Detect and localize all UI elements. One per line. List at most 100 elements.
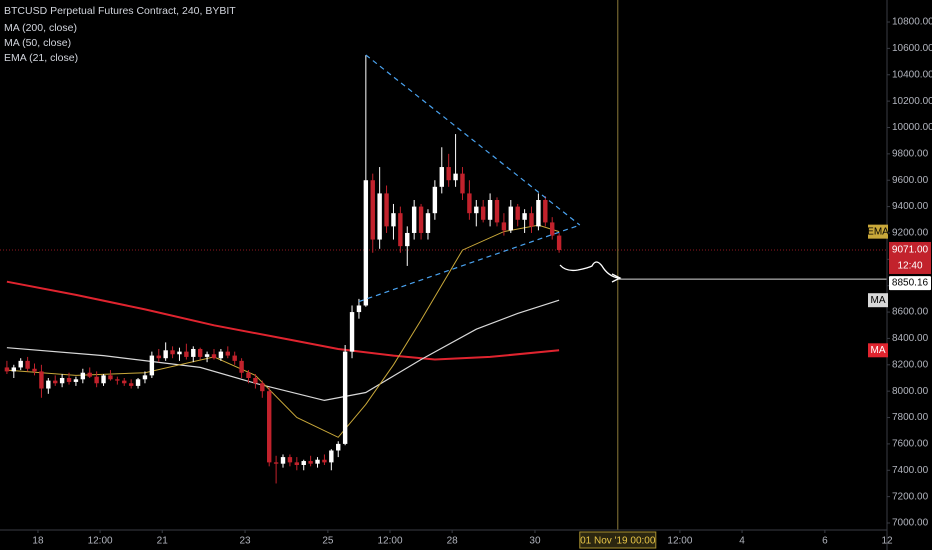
candle-body [287,457,293,463]
candle-body [536,200,541,227]
candle-body [273,462,279,464]
candle-body [467,193,472,214]
chart-title: BTCUSD Perpetual Futures Contract, 240, … [4,5,236,17]
candle-body [487,200,493,220]
candle-body [418,206,424,233]
candle-body [315,459,320,464]
ma-tag-label: EMA [867,226,889,237]
candle-body [59,377,65,384]
y-tick-label: 9800.00 [892,148,929,159]
candle-body [260,383,265,392]
candle-body [267,391,272,463]
x-tick-label: 30 [529,536,541,547]
x-tick-label: 12:00 [667,536,692,547]
candle-body [18,360,23,368]
candle-body [439,167,444,187]
candle-body [432,186,438,214]
y-tick-label: 10200.00 [892,96,932,107]
y-tick-label: 8600.00 [892,307,929,318]
legend-entry: EMA (21, close) [4,52,78,64]
x-tick-label: 25 [322,536,334,547]
arrow-head [611,273,622,283]
x-tick-label: 6 [822,536,828,547]
candle-body [543,200,548,223]
candle-body [156,355,161,359]
x-tick-label: 4 [739,536,745,547]
candle-body [122,380,127,384]
plot-area [0,0,887,530]
countdown-label: 12:40 [897,261,922,272]
candle-body [170,350,175,355]
candle-body [218,351,224,359]
candle-body [515,206,520,220]
candle-body [460,173,465,194]
candle-body [308,461,313,464]
candle-body [25,360,30,369]
ma-tag-label: MA [871,345,886,356]
candle-body [232,355,237,361]
last-price-label: 9071.00 [892,245,929,256]
ma-line [6,224,560,438]
candle-body [108,375,113,380]
ma-tag-box [868,343,888,358]
y-tick-label: 10000.00 [892,122,932,133]
x-tick-label: 12 [881,536,893,547]
candle-body [4,367,10,372]
crosshair-price-label: 8850.16 [892,278,929,289]
crosshair-time-label: 01 Nov '19 00:00 [580,536,656,547]
candle-body [405,232,410,247]
candle-body [474,206,479,214]
y-tick-label: 10400.00 [892,69,932,80]
candle-body [115,379,120,381]
candle-body [377,193,382,240]
candle-body [128,383,134,386]
candle-body [246,372,251,378]
candle-body [94,376,99,384]
crosshair-price-box [889,276,931,291]
candle-body [66,377,72,382]
candle-body [522,213,527,220]
candle-body [446,167,451,181]
candle-body [149,355,155,376]
candle-body [197,348,203,357]
y-tick-label: 7600.00 [892,439,929,450]
trendline [365,54,581,226]
candle-body [135,379,141,386]
candle-body [294,462,300,466]
y-tick-label: 9400.00 [892,201,929,212]
candle-body [80,372,86,380]
candle-body [191,348,196,357]
candle-body [336,443,341,451]
candle-body [494,200,500,223]
x-tick-label: 12:00 [88,536,113,547]
y-tick-label: 7000.00 [892,518,929,529]
candle-body [363,180,369,306]
y-tick-label: 7200.00 [892,491,929,502]
y-tick-label: 9200.00 [892,228,929,239]
candle-body [453,173,458,181]
axes: 7000.00 7200.00 7400.00 7600.00 7800.00 8000.… [32,17,932,549]
candle-body [142,375,148,380]
trendline [358,224,581,303]
candle-body [329,450,334,463]
candle-body [87,372,92,377]
x-tick-label: 28 [447,536,459,547]
y-tick-label: 10600.00 [892,43,932,54]
candle-body [556,235,562,250]
candle-body [301,461,306,466]
candle-body [550,222,555,236]
candle-body [11,367,17,372]
candle-body [239,360,244,373]
candle-body [163,350,168,359]
candle-body [39,371,44,389]
candle-body [184,351,189,357]
candle-body [349,312,355,352]
candle-body [501,222,507,231]
candle-body [211,354,217,359]
candle-body [384,193,389,227]
candle-body [391,213,396,227]
candle-body [411,206,417,233]
y-tick-label: 8400.00 [892,333,929,344]
ma-line [6,280,560,361]
